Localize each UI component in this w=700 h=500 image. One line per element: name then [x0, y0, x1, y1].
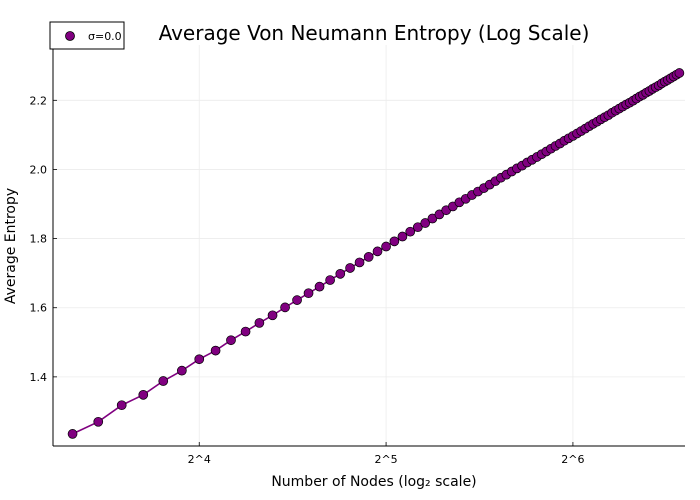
data-point: [405, 226, 416, 237]
data-point: [177, 365, 187, 376]
data-point: [363, 252, 374, 262]
data-point: [303, 288, 314, 299]
legend-box: [49, 21, 125, 50]
data-point: [420, 218, 431, 228]
tick-labels: 2^4 2^5 2^6 1.4 1.6 1.8 2.0 2.2: [30, 94, 585, 466]
data-point: [116, 400, 127, 411]
data-series: [67, 68, 685, 439]
chart-title: Average Von Neumann Entropy (Log Scale): [159, 21, 590, 45]
data-point: [354, 257, 365, 268]
x-tick-label: 2^6: [561, 453, 584, 466]
data-point: [674, 68, 685, 78]
data-point: [397, 231, 408, 242]
data-point: [372, 246, 383, 257]
data-point: [280, 302, 290, 313]
legend-label: σ=0.0: [88, 30, 122, 43]
y-axis-label: Average Entropy: [3, 188, 19, 304]
data-point: [389, 236, 400, 247]
y-tick-label: 2.0: [30, 163, 48, 176]
data-point: [292, 295, 302, 305]
x-tick-label: 2^4: [188, 453, 211, 466]
x-tick-label: 2^5: [374, 453, 397, 466]
data-point: [325, 275, 335, 285]
data-point: [345, 263, 355, 273]
data-point: [335, 268, 346, 279]
data-point: [254, 318, 265, 328]
data-point: [240, 326, 251, 337]
legend: σ=0.0: [49, 21, 125, 50]
data-point: [158, 376, 169, 386]
y-tick-label: 1.6: [30, 302, 48, 315]
data-point: [412, 222, 423, 233]
data-point: [67, 429, 78, 439]
data-point: [267, 310, 278, 321]
x-axis-label: Number of Nodes (log₂ scale): [271, 474, 476, 490]
data-point: [210, 345, 221, 356]
y-tick-label: 2.2: [30, 94, 48, 107]
grid: [53, 45, 685, 446]
legend-marker: [65, 31, 75, 41]
data-point: [194, 354, 205, 365]
data-point: [93, 416, 104, 427]
data-point: [314, 281, 325, 292]
data-point: [138, 389, 149, 400]
data-point: [226, 335, 236, 346]
y-tick-label: 1.4: [30, 371, 48, 384]
axes: [52, 45, 685, 447]
data-point: [381, 241, 391, 252]
y-tick-label: 1.8: [30, 233, 48, 246]
